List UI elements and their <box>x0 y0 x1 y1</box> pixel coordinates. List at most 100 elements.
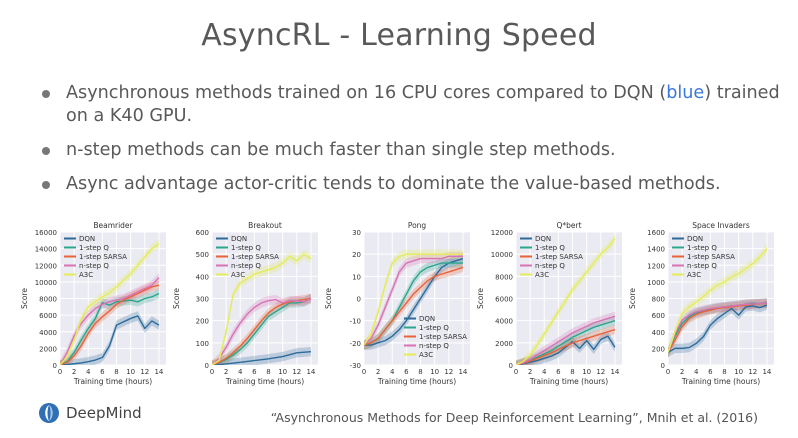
series-line <box>516 238 616 365</box>
legend-entry: A3C <box>231 271 245 279</box>
series-line <box>212 297 312 365</box>
legend-entry: 1-step SARSA <box>687 253 735 261</box>
bullet-text: Asynchronous methods trained on 16 CPU c… <box>66 83 667 103</box>
chart-title: Beamrider <box>93 221 133 230</box>
y-tick-label: -20 <box>350 340 361 348</box>
x-tick-label: 10 <box>126 368 135 376</box>
x-tick-label: 4 <box>542 368 547 376</box>
series-band <box>212 347 311 365</box>
legend-entry: 1-step Q <box>419 324 449 332</box>
series-band <box>212 293 311 365</box>
x-tick-label: 6 <box>556 368 561 376</box>
series-line <box>60 315 160 365</box>
series-line <box>668 302 767 353</box>
series-line <box>364 255 463 346</box>
chart-qbert: 0 2000 4000 6000 8000 10000 12000 0 2 4 6 8 10 12 14 Q*… <box>476 221 622 386</box>
x-tick-label: 12 <box>140 368 149 376</box>
x-tick-label: 0 <box>514 368 518 376</box>
y-tick-label: 10000 <box>491 251 513 259</box>
bullet-dot-icon <box>42 147 50 155</box>
x-tick-label: 14 <box>154 368 163 376</box>
bullet-text: ) trained on a K40 GPU. <box>66 83 780 126</box>
series-line <box>364 253 463 346</box>
x-tick-label: 2 <box>680 368 684 376</box>
legend-entry: A3C <box>535 271 549 279</box>
series-group <box>668 243 768 358</box>
bullet-item: n-step methods can be much faster than s… <box>40 139 780 162</box>
x-tick-label: 8 <box>722 368 726 376</box>
y-tick-label: 30 <box>352 229 361 237</box>
x-tick-label: 6 <box>252 368 257 376</box>
chart-title: Breakout <box>248 221 282 230</box>
series-band <box>212 293 311 365</box>
chart-panel-pong: -30 -20 -10 0 10 20 30 0 2 4 6 8 10 12 14 Pong Training … <box>324 218 476 390</box>
chart-beamrider: 0 2000 4000 6000 8000 10000 12000 14000 16000 0 2 4… <box>20 221 166 386</box>
series-band <box>668 300 767 358</box>
x-tick-label: 10 <box>278 368 287 376</box>
x-tick-label: 8 <box>418 368 422 376</box>
y-tick-label: 800 <box>652 296 665 304</box>
x-axis-label: Training time (hours) <box>73 377 152 386</box>
x-tick-label: 12 <box>748 368 757 376</box>
legend-entry: A3C <box>79 271 93 279</box>
x-tick-label: 4 <box>390 368 395 376</box>
x-tick-label: 0 <box>210 368 214 376</box>
x-axis-label: Training time (hours) <box>681 377 760 386</box>
y-tick-label: 6000 <box>495 296 513 304</box>
x-tick-label: 14 <box>458 368 467 376</box>
y-tick-label: 10 <box>352 273 361 281</box>
y-tick-label: 500 <box>196 251 209 259</box>
y-axis-label: Score <box>20 288 29 309</box>
legend-entry: n-step Q <box>535 262 565 270</box>
chart-title: Pong <box>408 221 427 230</box>
y-tick-label: 1200 <box>647 262 665 270</box>
y-axis-label: Score <box>628 288 637 309</box>
legend-entry: 1-step Q <box>535 244 565 252</box>
chart-panel-space-invaders: 0 200 400 600 800 1000 1200 1400 1600 0 2 4 6 8 10 12 14… <box>628 218 780 390</box>
y-tick-label: 10000 <box>35 279 57 287</box>
series-line <box>668 248 768 353</box>
y-axis-label: Score <box>172 288 181 309</box>
chart-panel-beamrider: 0 2000 4000 6000 8000 10000 12000 14000 16000 0 2 4… <box>20 218 172 390</box>
series-band <box>364 262 463 350</box>
chart-pong: -30 -20 -10 0 10 20 30 0 2 4 6 8 10 12 14 Pong Training … <box>324 221 470 386</box>
y-tick-label: 0 <box>509 362 513 370</box>
legend-entry: DQN <box>419 315 435 323</box>
y-tick-label: 14000 <box>35 246 57 254</box>
series-group <box>516 233 616 365</box>
y-tick-label: 1000 <box>647 279 665 287</box>
x-tick-label: 0 <box>362 368 366 376</box>
x-tick-label: 8 <box>266 368 270 376</box>
x-tick-label: 6 <box>404 368 409 376</box>
bullet-item: Async advantage actor-critic tends to do… <box>40 173 780 196</box>
x-tick-label: 4 <box>86 368 91 376</box>
series-line <box>212 351 311 365</box>
x-axis-label: Training time (hours) <box>377 377 456 386</box>
series-band <box>60 273 159 365</box>
series-band <box>668 243 767 358</box>
y-tick-label: 4000 <box>495 318 513 326</box>
legend-entry: n-step Q <box>687 262 717 270</box>
y-tick-label: 200 <box>652 345 665 353</box>
y-tick-label: 0 <box>357 296 361 304</box>
series-line <box>364 266 464 346</box>
series-line <box>60 292 160 365</box>
bullet-list: Asynchronous methods trained on 16 CPU c… <box>40 82 780 207</box>
legend-entry: 1-step SARSA <box>419 333 467 341</box>
chart-title: Space Invaders <box>692 221 750 230</box>
deepmind-logo-icon <box>39 403 59 423</box>
slide-title: AsyncRL - Learning Speed <box>201 18 597 53</box>
y-tick-label: 1600 <box>647 229 665 237</box>
y-tick-label: 0 <box>205 362 209 370</box>
x-tick-label: 10 <box>734 368 743 376</box>
chart-space-invaders: 0 200 400 600 800 1000 1200 1400 1600 0 2 4 6 8 10 12 14… <box>628 221 774 386</box>
chart-panel-qbert: 0 2000 4000 6000 8000 10000 12000 0 2 4 6 8 10 12 14 Q*… <box>476 218 628 390</box>
x-tick-label: 2 <box>376 368 380 376</box>
y-tick-label: 200 <box>196 318 209 326</box>
y-tick-label: 16000 <box>35 229 57 237</box>
series-line <box>516 315 616 365</box>
x-tick-label: 2 <box>224 368 228 376</box>
x-tick-label: 14 <box>762 368 771 376</box>
y-axis-label: Score <box>476 288 485 309</box>
x-tick-label: 14 <box>610 368 619 376</box>
